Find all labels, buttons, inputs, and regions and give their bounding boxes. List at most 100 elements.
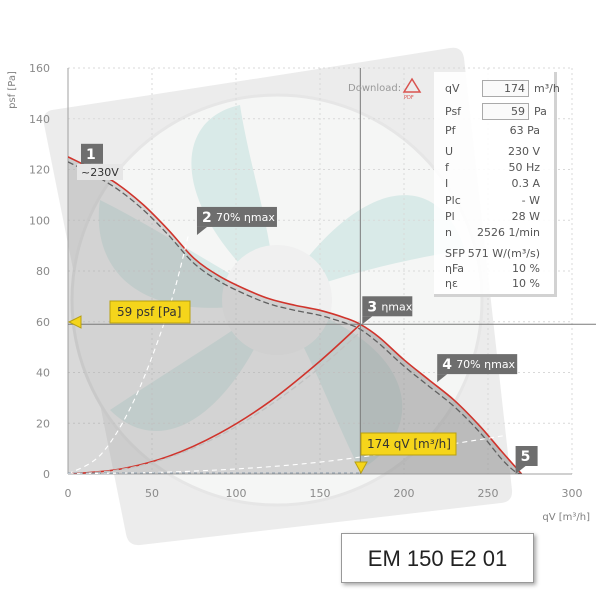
spec-row-n: n 2526 1/min — [434, 225, 554, 241]
spec-name: n — [445, 226, 452, 239]
spec-row-qv: qV 174 m³/h — [434, 80, 560, 97]
x-callout-label: 174 qV [m³/h] — [367, 437, 451, 451]
marker-pointer — [515, 466, 526, 474]
spec-name: SFP — [445, 247, 465, 260]
qv-input[interactable]: 174 — [482, 80, 529, 97]
psf-input[interactable]: 59 — [482, 103, 529, 120]
spec-row-u: U 230 V — [434, 144, 554, 160]
fan-logo-watermark — [43, 47, 513, 546]
series-fan-curve — [68, 156, 523, 474]
spec-value: 10 % — [512, 277, 540, 290]
marker-number: 3 — [367, 299, 377, 315]
marker-5: 5 — [515, 446, 538, 474]
y-pointer-icon — [67, 315, 82, 329]
spec-name: ηε — [445, 277, 458, 290]
spec-value: 63 Pa — [509, 124, 540, 137]
download-label: Download: — [348, 83, 401, 94]
x-tick-label: 200 — [394, 487, 415, 500]
x-tick-label: 300 — [562, 487, 583, 500]
y-tick-label: 20 — [36, 417, 50, 430]
x-tick-label: 100 — [226, 487, 247, 500]
spec-name: Pf — [445, 124, 456, 137]
spec-name: Plc — [445, 194, 461, 207]
x-tick-label: 150 — [310, 487, 331, 500]
marker-number: 4 — [442, 357, 452, 373]
marker-label: ηmax — [381, 300, 412, 313]
spec-value: - W — [521, 194, 540, 207]
y-tick-label: 80 — [36, 265, 50, 278]
spec-value: 0.3 A — [511, 177, 540, 190]
spec-value: 50 Hz — [508, 161, 540, 174]
spec-name: qV — [445, 82, 460, 95]
voltage-label-group: ~230V — [77, 164, 123, 180]
fan-curve-area — [68, 156, 522, 474]
x-tick-label: 50 — [145, 487, 159, 500]
spec-unit: m³/h — [534, 82, 560, 95]
model-label: EM 150 E2 01 — [341, 533, 534, 583]
marker-4: 4 70% ηmax — [437, 354, 518, 383]
series-lines — [68, 156, 523, 474]
y-tick-label: 160 — [29, 62, 50, 75]
x-tick-label: 0 — [65, 487, 72, 500]
spec-row-etafa: ηFa 10 % — [434, 261, 554, 277]
spec-value: 28 W — [511, 210, 540, 223]
spec-value: 230 V — [507, 145, 540, 158]
spec-row-etae: ηε 10 % — [434, 276, 554, 292]
x-tick-label: 250 — [478, 487, 499, 500]
spec-row-i: I 0.3 A — [434, 176, 554, 192]
marker-pointer — [437, 374, 448, 383]
spec-name: Psf — [445, 105, 462, 118]
marker-3: 3 ηmax — [362, 296, 413, 325]
series-system-curve-dashed — [68, 331, 361, 474]
y-tick-label: 140 — [29, 113, 50, 126]
marker-badge — [196, 206, 277, 227]
spec-value: 2526 1/min — [477, 226, 540, 239]
pdf-icon[interactable]: PDF — [402, 77, 422, 101]
series-efficiency-line-70-left — [68, 232, 190, 474]
x-value-callout: 174 qV [m³/h] — [354, 432, 457, 475]
spec-row-sfp: SFP 571 W/(m³/s) — [434, 246, 554, 262]
marker-pointer — [362, 316, 373, 325]
operating-point-crosshair — [68, 68, 596, 474]
marker-number: 2 — [202, 210, 212, 226]
svg-text:PDF: PDF — [404, 95, 414, 101]
marker-label: 70% ηmax — [216, 211, 275, 224]
y-tick-label: 100 — [29, 214, 50, 227]
x-pointer-icon — [354, 461, 368, 475]
y-tick-label: 40 — [36, 367, 50, 380]
spec-name: Pl — [445, 210, 455, 223]
marker-badge — [81, 143, 103, 164]
y-tick-label: 60 — [36, 316, 50, 329]
spec-name: I — [445, 177, 449, 190]
y-value-callout: 59 psf [Pa] — [67, 300, 191, 329]
spec-unit: Pa — [534, 105, 547, 118]
download-link[interactable]: Download: PDF — [348, 77, 422, 101]
marker-pointer — [196, 226, 207, 235]
y-tick-label: 0 — [43, 468, 50, 481]
curve-markers: 1 2 70% ηmax 3 ηmax 4 70% ηmax 5 — [81, 143, 538, 474]
x-axis-label: qV [m³/h] — [542, 512, 590, 523]
voltage-label: ~230V — [81, 166, 119, 179]
spec-name: f — [445, 161, 449, 174]
marker-badge — [437, 354, 518, 375]
y-axis-label: psf [Pa] — [7, 71, 18, 109]
spec-value: 10 % — [512, 262, 540, 275]
spec-value: 571 W/(m³/s) — [467, 247, 540, 260]
spec-row-pl: Pl 28 W — [434, 209, 554, 225]
series-fan-curve-dashed — [68, 161, 522, 474]
spec-name: ηFa — [445, 262, 465, 275]
spec-row-plc: Plc - W — [434, 193, 554, 209]
marker-badge — [362, 296, 413, 317]
y-callout-label: 59 psf [Pa] — [117, 305, 181, 319]
spec-row-pf: Pf 63 Pa — [434, 123, 554, 139]
spec-row-f: f 50 Hz — [434, 160, 554, 176]
marker-label: 70% ηmax — [456, 358, 515, 371]
spec-name: U — [445, 145, 454, 158]
marker-number: 5 — [521, 449, 531, 465]
marker-badge — [515, 446, 538, 466]
marker-2: 2 70% ηmax — [196, 206, 277, 235]
spec-row-psf: Psf 59 Pa — [434, 103, 554, 120]
spec-panel: qV 174 m³/h Psf 59 Pa Pf 63 Pa U 230 V f… — [434, 72, 560, 297]
marker-number: 1 — [86, 147, 96, 163]
